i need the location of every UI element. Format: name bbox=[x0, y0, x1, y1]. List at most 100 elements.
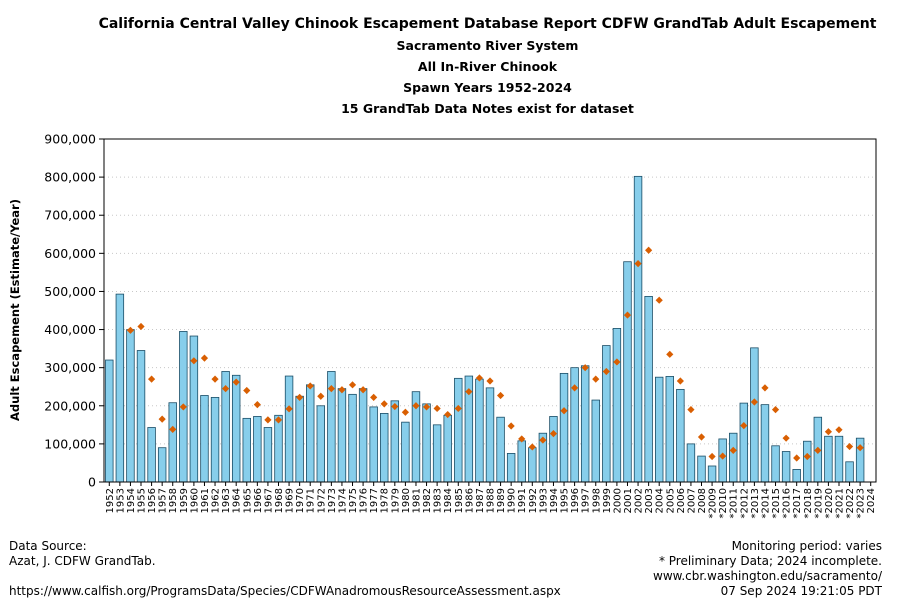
x-tick-label: *2010 bbox=[718, 488, 729, 518]
x-tick-label: 2003 bbox=[644, 488, 655, 513]
marker-1990 bbox=[507, 422, 515, 430]
marker-2017 bbox=[793, 454, 801, 462]
bar-1962 bbox=[210, 396, 220, 483]
x-tick-label: 1974 bbox=[337, 488, 348, 513]
chart-subtitle-3: Spawn Years 1952-2024 bbox=[403, 80, 572, 95]
x-tick-label: 1981 bbox=[411, 488, 422, 513]
marker-2005 bbox=[666, 350, 674, 358]
x-tick-label: 1965 bbox=[242, 488, 253, 513]
data-source-text: Azat, J. CDFW GrandTab. bbox=[9, 554, 156, 568]
bar-1989 bbox=[496, 416, 505, 483]
marker-1997 bbox=[581, 364, 589, 372]
x-tick-label: 1966 bbox=[253, 488, 264, 513]
marker-1980 bbox=[401, 408, 409, 416]
bar-2003 bbox=[644, 295, 653, 483]
x-tick-label: 1952 bbox=[105, 488, 116, 513]
x-tick-label: 1990 bbox=[507, 488, 518, 513]
x-tick-label: 1955 bbox=[137, 488, 148, 513]
x-tick-label: 1985 bbox=[454, 488, 465, 513]
x-tick-label: 1977 bbox=[369, 488, 380, 513]
chart-subtitle-4: 15 GrandTab Data Notes exist for dataset bbox=[341, 101, 634, 116]
marker-2016 bbox=[782, 434, 790, 442]
marker-1993 bbox=[539, 436, 547, 444]
marker-2014 bbox=[761, 384, 769, 392]
bar-1955 bbox=[136, 350, 146, 483]
bar-1987 bbox=[475, 378, 484, 483]
marker-2022 bbox=[845, 442, 854, 451]
y-tick-label: 900,000 bbox=[44, 132, 96, 147]
y-tick-label: 500,000 bbox=[44, 284, 96, 299]
marker-1955 bbox=[137, 322, 145, 331]
bar-1965 bbox=[242, 417, 251, 483]
bar-1994 bbox=[549, 416, 558, 483]
x-tick-label: 2005 bbox=[665, 488, 676, 513]
marker-1999 bbox=[602, 367, 610, 376]
x-tick-label: 1975 bbox=[348, 488, 359, 513]
bar-2008 bbox=[697, 455, 706, 483]
x-axis: 1952 1953 1954 1955 1956 1957 1958 1959 1960 1961… bbox=[105, 482, 877, 518]
x-tick-label: *2019 bbox=[813, 488, 824, 518]
bar-1982 bbox=[422, 403, 431, 483]
bar-1997 bbox=[580, 365, 590, 483]
y-tick-label: 800,000 bbox=[44, 170, 96, 185]
bar-1978 bbox=[380, 412, 389, 483]
x-tick-label: 1960 bbox=[189, 488, 200, 513]
data-source: Data Source: Azat, J. CDFW GrandTab. bbox=[9, 539, 156, 569]
marker-2020 bbox=[824, 428, 833, 436]
bar-1983 bbox=[432, 424, 442, 483]
marker-1992 bbox=[528, 443, 536, 451]
site-url[interactable]: www.cbr.washington.edu/sacramento/ bbox=[653, 569, 882, 583]
bar-1979 bbox=[390, 400, 400, 483]
marker-2021 bbox=[835, 426, 843, 434]
x-tick-label: *2014 bbox=[760, 488, 771, 518]
bar-2010 bbox=[718, 438, 727, 483]
bar-1976 bbox=[358, 388, 368, 483]
x-tick-label: 1987 bbox=[475, 488, 486, 513]
x-tick-label: 1989 bbox=[496, 488, 507, 513]
x-tick-label: 1978 bbox=[380, 488, 391, 513]
bar-1961 bbox=[200, 395, 209, 483]
bar-1956 bbox=[147, 427, 156, 483]
bar-1991 bbox=[517, 440, 526, 483]
bar-1999 bbox=[602, 345, 611, 483]
chart-subtitle-2: All In-River Chinook bbox=[417, 59, 558, 74]
marker-2015 bbox=[771, 405, 780, 414]
marker-1959 bbox=[179, 403, 187, 411]
x-tick-label: 1976 bbox=[359, 488, 370, 513]
marker-1986 bbox=[465, 388, 473, 396]
marker-1956 bbox=[147, 375, 156, 383]
bar-2000 bbox=[612, 328, 622, 483]
source-url[interactable]: https://www.calfish.org/ProgramsData/Spe… bbox=[9, 584, 561, 598]
x-tick-label: 1969 bbox=[285, 488, 296, 513]
marker-1984 bbox=[444, 410, 452, 419]
x-tick-label: 1958 bbox=[168, 488, 179, 513]
bar-1964 bbox=[231, 374, 241, 483]
marker-1967 bbox=[264, 416, 272, 424]
marker-1977 bbox=[370, 393, 378, 401]
bar-1968 bbox=[274, 414, 283, 483]
marker-1961 bbox=[200, 354, 209, 362]
x-tick-label: 1991 bbox=[517, 488, 528, 513]
marker-1969 bbox=[285, 405, 293, 413]
marker-1962 bbox=[211, 375, 219, 383]
marker-1965 bbox=[243, 386, 251, 395]
bar-1952 bbox=[105, 359, 114, 483]
y-tick-label: 400,000 bbox=[44, 322, 96, 337]
bar-2021 bbox=[834, 435, 844, 483]
marker-2012 bbox=[740, 421, 748, 430]
x-tick-label: 1995 bbox=[560, 488, 571, 513]
x-tick-label: 1998 bbox=[591, 488, 602, 513]
bar-1980 bbox=[401, 421, 410, 483]
x-tick-label: 2008 bbox=[697, 488, 708, 513]
marker-1973 bbox=[327, 385, 335, 393]
marker-1983 bbox=[433, 404, 441, 413]
marker-2001 bbox=[623, 311, 632, 319]
x-tick-label: 1992 bbox=[528, 488, 539, 513]
timestamp: 07 Sep 2024 19:21:05 PDT bbox=[720, 584, 882, 598]
bar-1984 bbox=[443, 414, 452, 483]
x-tick-label: *2023 bbox=[856, 488, 867, 518]
bar-2018 bbox=[803, 440, 812, 483]
x-tick-label: 1999 bbox=[602, 488, 613, 513]
marker-2013 bbox=[750, 398, 758, 406]
